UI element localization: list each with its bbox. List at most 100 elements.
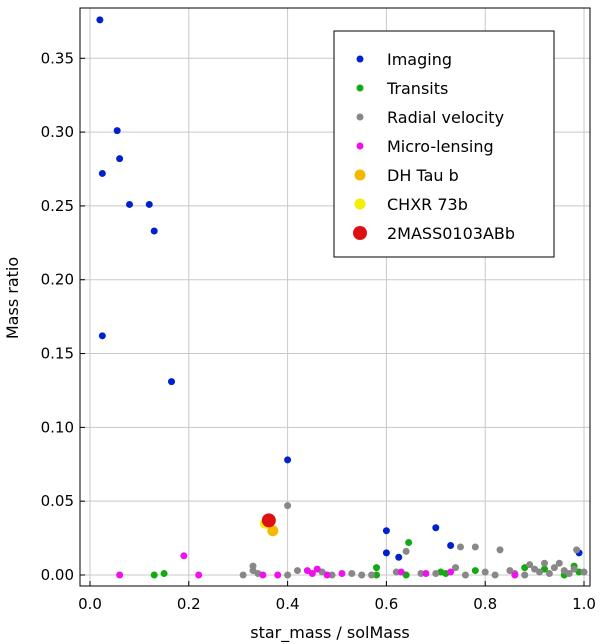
transits-point: [150, 571, 158, 579]
imaging-point: [382, 549, 390, 557]
radial-velocity-point: [481, 568, 489, 576]
imaging-point: [382, 527, 390, 535]
imaging-point: [447, 541, 455, 549]
radial-velocity-point: [432, 570, 440, 578]
x-tick-label: 0.0: [78, 595, 102, 613]
micro-lensing-point: [274, 571, 282, 579]
radial-velocity-point: [452, 564, 460, 572]
radial-velocity-point: [526, 561, 534, 569]
radial-velocity-point: [239, 571, 247, 579]
radial-velocity-point: [471, 543, 479, 551]
legend-marker-transits: [356, 84, 364, 92]
radial-velocity-point: [536, 568, 544, 576]
legend-label-dh-tau-b: DH Tau b: [387, 166, 459, 185]
radial-velocity-point: [402, 547, 410, 555]
x-tick-label: 0.8: [473, 595, 497, 613]
radial-velocity-point: [565, 570, 573, 578]
y-tick-label: 0.10: [41, 418, 74, 436]
legend-label-micro-lensing: Micro-lensing: [387, 137, 494, 156]
y-tick-label: 0.20: [41, 271, 74, 289]
transits-point: [373, 564, 381, 572]
x-axis-title: star_mass / solMass: [250, 623, 409, 643]
micro-lensing-point: [313, 565, 321, 573]
legend-marker-micro-lensing: [356, 142, 364, 150]
micro-lensing-point: [323, 571, 331, 579]
imaging-point: [145, 200, 153, 208]
legend-label-2mass0103abb: 2MASS0103ABb: [387, 224, 515, 243]
radial-velocity-point: [570, 565, 578, 573]
radial-velocity-point: [540, 559, 548, 567]
legend-marker-2mass0103abb: [353, 226, 367, 240]
legend-label-transits: Transits: [386, 79, 448, 98]
radial-velocity-point: [580, 568, 588, 576]
micro-lensing-point: [338, 570, 346, 578]
y-tick-label: 0.00: [41, 566, 74, 584]
imaging-point: [126, 200, 134, 208]
legend-label-radial-velocity: Radial velocity: [387, 108, 504, 127]
imaging-point: [98, 169, 106, 177]
radial-velocity-point: [284, 571, 292, 579]
radial-velocity-point: [491, 571, 499, 579]
radial-velocity-point: [461, 571, 469, 579]
micro-lensing-point: [422, 570, 430, 578]
radial-velocity-point: [545, 570, 553, 578]
imaging-point: [432, 524, 440, 532]
data-points: [96, 16, 588, 579]
legend-label-chxr-73b: CHXR 73b: [387, 195, 468, 214]
imaging-point: [96, 16, 104, 24]
y-axis-title: Mass ratio: [3, 257, 22, 339]
radial-velocity-point: [348, 570, 356, 578]
radial-velocity-point: [457, 543, 464, 551]
y-tick-label: 0.30: [41, 123, 74, 141]
transits-point: [405, 539, 413, 547]
x-tick-label: 0.2: [177, 595, 201, 613]
radial-velocity-point: [284, 502, 292, 510]
x-tick-label: 0.4: [276, 595, 300, 613]
2mass0103abb-point: [261, 513, 276, 528]
dh-tau-b-point: [267, 525, 279, 537]
axis-ticks: 0.0 0.2 0.4 0.6 0.8 1.0 0.00 0.05 0.10 0.15 0.20 0.…: [41, 49, 596, 613]
plot-frame: [79, 7, 591, 587]
radial-velocity-point: [417, 570, 425, 578]
radial-velocity-point: [368, 571, 376, 579]
radial-velocity-point: [328, 571, 336, 579]
legend-marker-imaging: [356, 55, 364, 63]
legend-box: [333, 30, 555, 258]
y-tick-label: 0.35: [41, 49, 74, 67]
legend-marker-dh-tau-b: [354, 169, 366, 181]
micro-lensing-point: [511, 571, 519, 579]
micro-lensing-point: [180, 552, 188, 560]
radial-velocity-point: [249, 562, 257, 570]
radial-velocity-point: [521, 571, 529, 579]
micro-lensing-point: [195, 571, 203, 579]
radial-velocity-point: [555, 559, 563, 567]
radial-velocity-point: [358, 571, 366, 579]
imaging-point: [116, 155, 124, 163]
imaging-point: [113, 127, 121, 135]
imaging-point: [150, 227, 158, 235]
radial-velocity-point: [550, 564, 558, 572]
radial-velocity-point: [293, 567, 301, 575]
y-tick-label: 0.25: [41, 197, 74, 215]
transits-point: [471, 567, 479, 575]
transits-point: [373, 571, 381, 579]
radial-velocity-point: [573, 546, 581, 554]
micro-lensing-point: [308, 570, 316, 578]
radial-velocity-point: [392, 568, 400, 576]
imaging-point: [395, 553, 403, 561]
x-tick-label: 1.0: [572, 595, 596, 613]
legend: Imaging Transits Radial velocity Micro-lens…: [333, 30, 555, 258]
imaging-point: [168, 378, 176, 386]
micro-lensing-point: [259, 571, 267, 579]
micro-lensing-point: [447, 568, 455, 576]
transits-point: [160, 570, 168, 578]
micro-lensing-point: [116, 571, 124, 579]
y-tick-label: 0.15: [41, 345, 74, 363]
x-tick-label: 0.6: [374, 595, 398, 613]
micro-lensing-point: [397, 568, 405, 576]
y-tick-label: 0.05: [41, 492, 74, 510]
legend-marker-chxr-73b: [354, 198, 366, 210]
legend-label-imaging: Imaging: [387, 50, 452, 69]
imaging-point: [284, 456, 292, 464]
